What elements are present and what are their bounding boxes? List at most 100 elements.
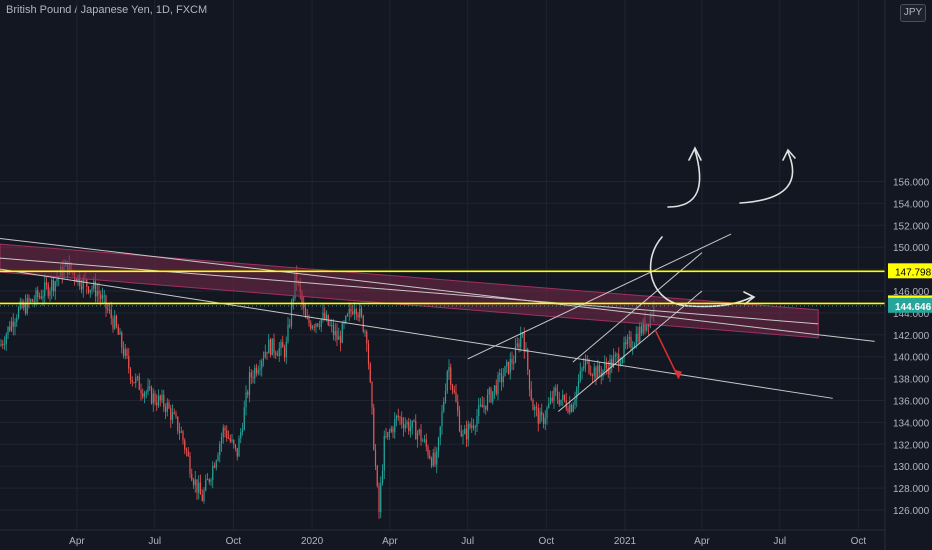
candle-body bbox=[212, 465, 214, 480]
candle-body bbox=[602, 369, 604, 377]
x-tick-label: Oct bbox=[226, 536, 242, 547]
candle-body bbox=[269, 339, 272, 356]
candle-body bbox=[122, 347, 125, 356]
candle-body bbox=[37, 290, 39, 298]
candle-body bbox=[248, 372, 251, 395]
candle-body bbox=[418, 429, 420, 433]
x-tick-label: Jul bbox=[148, 536, 161, 547]
candle-body bbox=[227, 438, 230, 440]
candle-body bbox=[542, 415, 545, 424]
candle-body bbox=[483, 405, 485, 408]
candle-body bbox=[621, 357, 623, 364]
candle-body bbox=[467, 424, 469, 440]
candle-body bbox=[149, 386, 151, 388]
candle-body bbox=[89, 289, 91, 293]
candle-body bbox=[310, 323, 312, 329]
candle-body bbox=[40, 296, 42, 299]
candle-body bbox=[150, 387, 153, 404]
candle-body bbox=[609, 359, 611, 375]
candle-body bbox=[51, 280, 53, 291]
candle-body bbox=[626, 339, 629, 345]
candle-body bbox=[584, 359, 587, 367]
candle-body bbox=[623, 342, 625, 358]
candle-body bbox=[341, 323, 343, 343]
candle-body bbox=[222, 427, 224, 438]
candle-body bbox=[385, 436, 387, 438]
candle-body bbox=[425, 439, 427, 447]
candle-body bbox=[250, 372, 252, 378]
candle-body bbox=[647, 323, 650, 327]
candle-body bbox=[392, 428, 394, 433]
candle-body bbox=[345, 316, 347, 323]
candle-body bbox=[408, 422, 410, 432]
candle-body bbox=[462, 433, 464, 437]
candle-body bbox=[166, 402, 168, 412]
candle-body bbox=[595, 367, 597, 379]
candle-body bbox=[472, 425, 475, 428]
y-tick-label: 134.000 bbox=[893, 418, 930, 429]
candle-body bbox=[562, 394, 564, 400]
candle-body bbox=[289, 324, 291, 326]
candle-body bbox=[511, 359, 513, 364]
candle-body bbox=[574, 399, 576, 405]
candle-body bbox=[446, 371, 448, 392]
currency-button[interactable]: JPY bbox=[900, 4, 926, 22]
candle-body bbox=[266, 351, 268, 354]
hand-arrow-up-left bbox=[667, 149, 701, 208]
candle-body bbox=[537, 407, 539, 424]
candle-body bbox=[600, 372, 602, 377]
time-axis: Apr Jul Oct 2020 Apr Jul Oct 2021 Apr Jul Oct bbox=[0, 529, 885, 547]
candle-body bbox=[19, 301, 21, 309]
candle-body bbox=[450, 367, 452, 386]
candle-body bbox=[259, 368, 261, 371]
candle-body bbox=[91, 288, 93, 290]
candle-body bbox=[598, 365, 601, 373]
candle-body bbox=[558, 399, 560, 405]
candle-body bbox=[360, 308, 363, 316]
candle-body bbox=[93, 281, 95, 289]
candle-body bbox=[205, 479, 207, 491]
candle-body bbox=[509, 359, 511, 374]
x-tick-label: Apr bbox=[69, 536, 85, 547]
candle-body bbox=[369, 363, 371, 383]
candle-body bbox=[553, 387, 555, 401]
candle-body bbox=[371, 382, 373, 408]
candle-body bbox=[138, 376, 140, 390]
trendline bbox=[557, 290, 703, 412]
current-price-label: 144.646 bbox=[895, 302, 932, 313]
candle-body bbox=[630, 336, 632, 348]
candle-body bbox=[254, 367, 256, 379]
candle-body bbox=[199, 482, 202, 495]
candle-body bbox=[612, 356, 615, 368]
candle-body bbox=[516, 343, 518, 347]
candle-body bbox=[478, 405, 480, 417]
candle-body bbox=[513, 362, 515, 364]
y-tick-label: 128.000 bbox=[893, 484, 930, 495]
candle-body bbox=[24, 302, 27, 314]
candle-body bbox=[457, 401, 459, 412]
y-tick-label: 156.000 bbox=[893, 178, 930, 189]
drawings bbox=[0, 233, 875, 412]
candle-body bbox=[308, 318, 310, 324]
candle-body bbox=[642, 319, 644, 334]
candle-body bbox=[213, 465, 216, 468]
candle-body bbox=[233, 440, 235, 445]
candle-body bbox=[304, 308, 307, 318]
candle-body bbox=[87, 286, 90, 293]
candle-body bbox=[401, 417, 403, 424]
candle-body bbox=[422, 440, 424, 442]
candle-body bbox=[224, 427, 226, 431]
candles bbox=[0, 255, 655, 520]
x-tick-label: 2021 bbox=[614, 536, 637, 547]
candle-body bbox=[142, 393, 144, 397]
candle-body bbox=[504, 366, 506, 377]
candle-body bbox=[164, 406, 167, 412]
candle-body bbox=[191, 474, 193, 481]
candle-body bbox=[54, 281, 56, 292]
candle-body bbox=[325, 314, 328, 320]
candle-body bbox=[416, 432, 419, 440]
candle-body bbox=[577, 380, 580, 388]
candle-body bbox=[264, 351, 266, 358]
chart-title: British Pound / Japanese Yen, 1D, FXCM bbox=[6, 4, 208, 16]
